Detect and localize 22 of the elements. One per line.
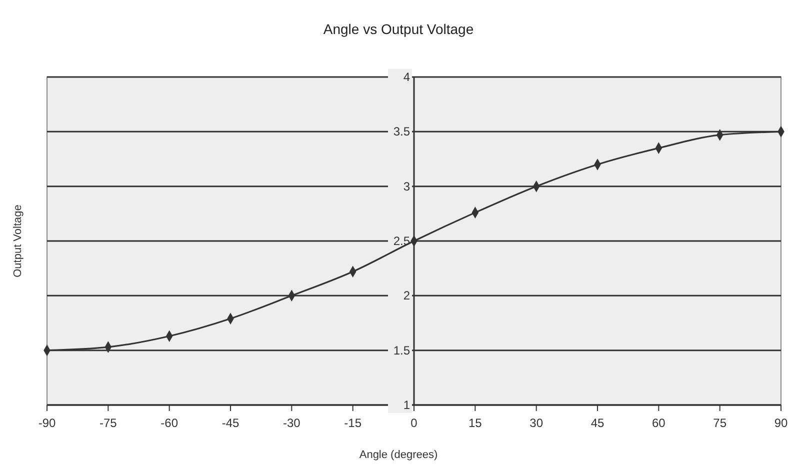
x-tick-label: 75 bbox=[713, 416, 727, 430]
x-axis-title: Angle (degrees) bbox=[359, 449, 438, 461]
y-tick-label: 3.5 bbox=[393, 124, 410, 139]
x-tick-label: 15 bbox=[468, 416, 482, 430]
y-tick-label: 4 bbox=[403, 70, 410, 84]
x-tick-label: -45 bbox=[222, 416, 240, 430]
x-tick-label: 45 bbox=[590, 416, 604, 430]
x-tick-label: 0 bbox=[410, 416, 418, 430]
x-tick-label: -75 bbox=[99, 416, 118, 430]
y-tick-label: 1 bbox=[403, 398, 410, 412]
y-axis-title: Output Voltage bbox=[12, 204, 24, 278]
y-tick-label: 2 bbox=[403, 288, 410, 303]
x-tick-label: -30 bbox=[282, 416, 301, 430]
x-tick-label: -60 bbox=[160, 416, 178, 430]
chart-title: Angle vs Output Voltage bbox=[323, 21, 474, 37]
x-tick-label: -15 bbox=[344, 416, 362, 430]
y-tick-label: 1.5 bbox=[393, 343, 410, 358]
x-tick-label: 60 bbox=[652, 416, 666, 430]
y-tick-label: 3 bbox=[403, 179, 410, 194]
x-tick-label: 30 bbox=[530, 416, 544, 430]
x-tick-label: -90 bbox=[38, 416, 56, 430]
x-tick-label: 90 bbox=[774, 416, 788, 430]
